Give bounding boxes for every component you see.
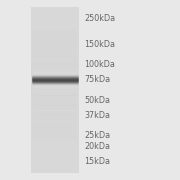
Text: 20kDa: 20kDa: [85, 142, 111, 151]
Text: 37kDa: 37kDa: [85, 111, 111, 120]
Text: 75kDa: 75kDa: [85, 75, 111, 84]
Bar: [31, 7, 79, 173]
Text: 50kDa: 50kDa: [85, 96, 111, 105]
Text: 150kDa: 150kDa: [85, 40, 116, 49]
Text: 25kDa: 25kDa: [85, 131, 111, 140]
Text: 15kDa: 15kDa: [85, 157, 111, 166]
Text: 100kDa: 100kDa: [85, 60, 116, 69]
Text: 250kDa: 250kDa: [85, 14, 116, 23]
